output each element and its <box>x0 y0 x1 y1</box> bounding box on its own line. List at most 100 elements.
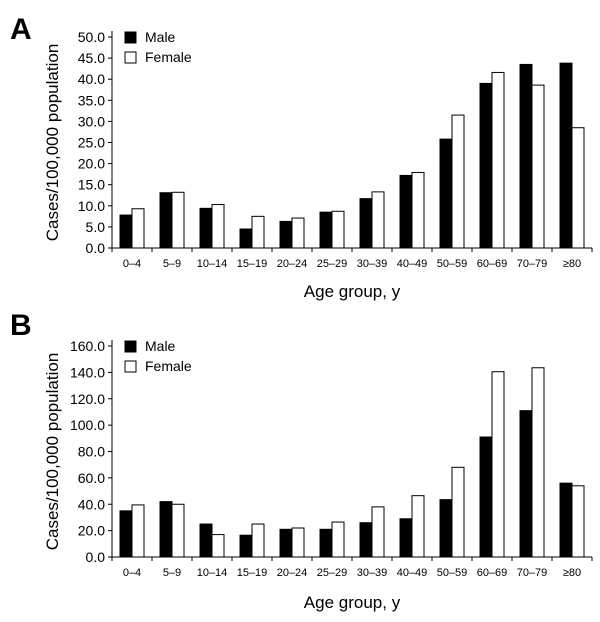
legend-label-female: Female <box>145 49 192 65</box>
x-tick-label: 20–24 <box>277 258 308 270</box>
x-tick-label: 40–49 <box>397 258 428 270</box>
bar-female-4 <box>291 527 305 558</box>
x-tick-label: 60–69 <box>477 567 508 579</box>
x-axis-label: Age group, y <box>304 593 401 612</box>
bar-female-2 <box>211 534 225 558</box>
legend-label-female: Female <box>145 358 192 374</box>
bar-female-6 <box>371 506 385 558</box>
legend-swatch-female <box>124 51 137 64</box>
x-tick-label: 0–4 <box>123 567 141 579</box>
x-tick-label: ≥80 <box>563 258 581 270</box>
bar-male-3 <box>239 534 253 558</box>
bar-female-7 <box>411 171 425 249</box>
y-tick-label: 80.0 <box>78 444 105 460</box>
bar-female-3 <box>251 523 265 558</box>
y-tick-label: 100.0 <box>70 417 105 433</box>
bar-female-8 <box>451 114 465 249</box>
legend-swatch-male <box>124 31 137 44</box>
bar-female-0 <box>131 208 145 249</box>
y-tick-label: 45.0 <box>78 50 105 66</box>
x-tick-label: 25–29 <box>317 258 348 270</box>
bar-female-10 <box>531 367 545 558</box>
bar-female-4 <box>291 217 305 249</box>
panel-label-a: A <box>10 13 32 46</box>
bar-male-0 <box>119 510 133 558</box>
y-tick-label: 160.0 <box>70 338 105 354</box>
legend-swatch-male <box>124 340 137 353</box>
bar-male-2 <box>199 523 213 558</box>
y-tick-label: 40.0 <box>78 496 105 512</box>
y-tick-label: 15.0 <box>78 177 105 193</box>
y-tick-label: 10.0 <box>78 198 105 214</box>
x-tick-label: 30–39 <box>357 258 388 270</box>
bar-female-5 <box>331 210 345 249</box>
bar-male-9 <box>479 82 493 249</box>
bar-female-9 <box>491 371 505 558</box>
y-tick-label: 20.0 <box>78 156 105 172</box>
bar-female-2 <box>211 204 225 249</box>
y-tick-label: 20.0 <box>78 523 105 539</box>
bar-female-0 <box>131 504 145 558</box>
x-tick-label: 15–19 <box>237 567 268 579</box>
bar-female-11 <box>571 485 585 558</box>
bar-male-8 <box>439 499 453 558</box>
x-tick-label: 15–19 <box>237 258 268 270</box>
y-tick-label: 50.0 <box>78 29 105 45</box>
bar-male-9 <box>479 436 493 558</box>
y-tick-label: 30.0 <box>78 113 105 129</box>
bar-female-8 <box>451 466 465 558</box>
panel-label-b: B <box>10 309 32 342</box>
x-tick-label: 10–14 <box>197 567 228 579</box>
y-tick-label: 120.0 <box>70 391 105 407</box>
y-tick-label: 40.0 <box>78 71 105 87</box>
chart-panel-a: A 0.0 5.0 10.0 15.0 20.0 25.0 30.0 35.0 40.0 45.0… <box>10 13 593 301</box>
x-tick-label: 50–59 <box>437 567 468 579</box>
bar-female-3 <box>251 215 265 249</box>
bar-male-4 <box>279 220 293 249</box>
bar-male-6 <box>359 522 373 558</box>
bar-chart-a: 0.0 5.0 10.0 15.0 20.0 25.0 30.0 35.0 40.0 45.0 50… <box>43 29 593 301</box>
x-tick-label: 10–14 <box>197 258 228 270</box>
bar-female-5 <box>331 521 345 558</box>
y-tick-label: 60.0 <box>78 470 105 486</box>
bar-male-10 <box>519 63 533 249</box>
bar-female-1 <box>171 191 185 249</box>
x-tick-label: 70–79 <box>517 567 548 579</box>
bar-male-2 <box>199 207 213 249</box>
bar-male-8 <box>439 138 453 249</box>
bar-male-0 <box>119 214 133 249</box>
x-tick-label: 5–9 <box>163 567 181 579</box>
y-axis-label: Cases/100,000 population <box>43 353 62 551</box>
bar-male-1 <box>159 192 173 249</box>
bar-male-5 <box>319 528 333 558</box>
bar-female-11 <box>571 127 585 249</box>
legend-label-male: Male <box>145 338 176 354</box>
y-axis-label: Cases/100,000 population <box>43 44 62 242</box>
x-tick-label: 30–39 <box>357 567 388 579</box>
x-tick-label: 60–69 <box>477 258 508 270</box>
y-tick-label: 0.0 <box>86 549 106 565</box>
legend-label-male: Male <box>145 29 176 45</box>
bar-female-1 <box>171 503 185 558</box>
bar-male-6 <box>359 198 373 249</box>
bar-male-10 <box>519 410 533 558</box>
bar-male-11 <box>559 62 573 249</box>
x-axis-label: Age group, y <box>304 282 401 301</box>
x-tick-label: 40–49 <box>397 567 428 579</box>
x-tick-label: 50–59 <box>437 258 468 270</box>
chart-panel-b: B 0.0 20.0 40.0 60.0 80.0 100.0 120.0 140.0 160.… <box>0 311 600 622</box>
y-tick-label: 25.0 <box>78 135 105 151</box>
x-tick-label: 25–29 <box>317 567 348 579</box>
x-tick-label: 70–79 <box>517 258 548 270</box>
y-tick-label: 0.0 <box>86 240 106 256</box>
bar-chart-b: 0.0 20.0 40.0 60.0 80.0 100.0 120.0 140.0 160.0 0… <box>43 338 593 612</box>
bar-female-10 <box>531 84 545 249</box>
bar-male-7 <box>399 518 413 558</box>
bar-female-7 <box>411 495 425 558</box>
bar-male-5 <box>319 211 333 249</box>
y-tick-label: 5.0 <box>86 219 106 235</box>
bar-male-1 <box>159 501 173 558</box>
bar-male-3 <box>239 228 253 249</box>
y-tick-label: 140.0 <box>70 364 105 380</box>
x-tick-label: ≥80 <box>563 567 581 579</box>
